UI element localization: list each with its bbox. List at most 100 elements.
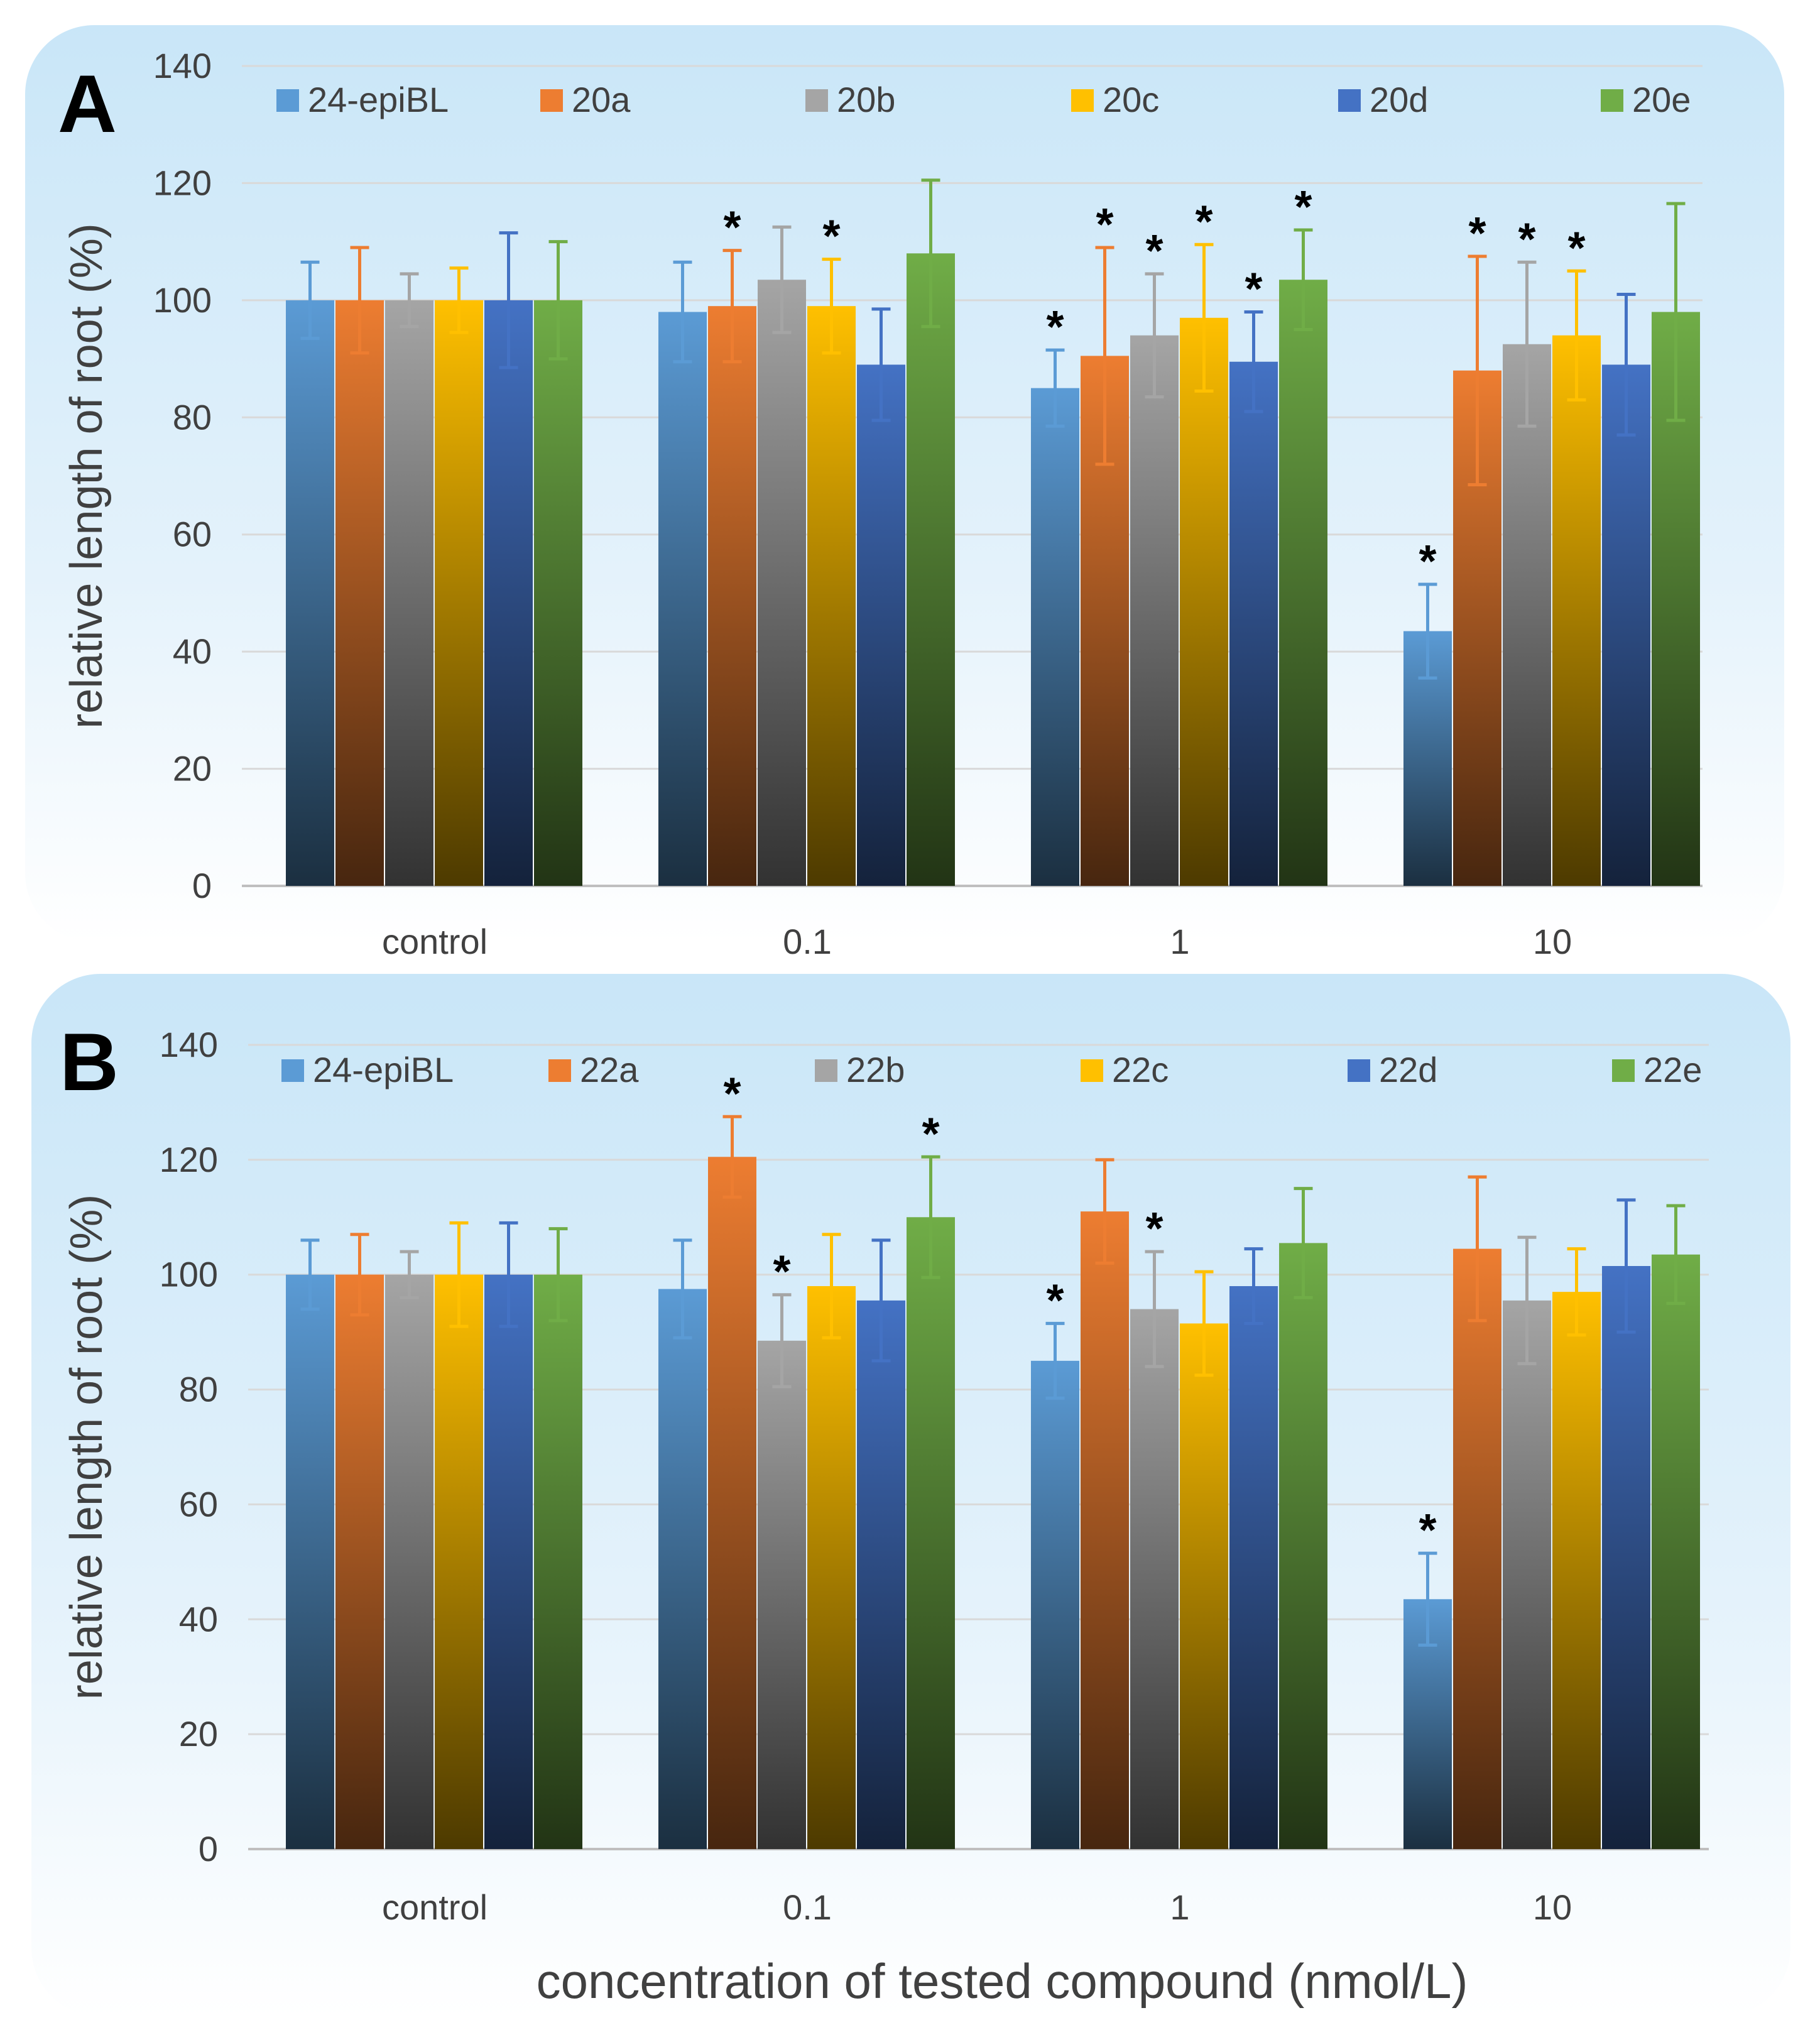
bar <box>1180 317 1228 887</box>
legend-label: 24-epiBL <box>308 80 449 119</box>
bar <box>335 1274 384 1849</box>
significance-marker: * <box>1245 265 1262 315</box>
significance-marker: * <box>1518 214 1535 265</box>
y-axis-title: relative length of root (%) <box>62 223 112 728</box>
y-tick-label: 120 <box>153 163 212 202</box>
bar <box>286 1274 334 1849</box>
bar <box>807 1286 856 1849</box>
bar <box>1279 1243 1327 1849</box>
bar <box>658 1289 707 1849</box>
y-tick-label: 20 <box>173 749 212 789</box>
significance-marker: * <box>723 203 741 253</box>
bar <box>1081 1211 1129 1849</box>
y-tick-label: 100 <box>160 1255 218 1294</box>
legend-label: 20e <box>1632 80 1691 119</box>
legend-swatch <box>1348 1059 1370 1082</box>
bar <box>708 1157 756 1849</box>
y-tick-label: 80 <box>179 1370 218 1409</box>
legend-label: 22a <box>580 1050 639 1089</box>
significance-marker: * <box>1419 1505 1436 1556</box>
legend-swatch <box>540 89 563 112</box>
chart-panel-a: 0 20 40 60 80 100 120 140 relative length of roo… <box>58 46 1703 961</box>
y-tick-label: 40 <box>179 1599 218 1639</box>
significance-marker: * <box>1046 302 1064 352</box>
significance-marker: * <box>773 1247 790 1297</box>
significance-marker: * <box>1567 223 1585 273</box>
bar <box>534 300 582 886</box>
bar <box>435 1274 483 1849</box>
bar <box>1130 1309 1179 1849</box>
y-tick-label: 0 <box>199 1829 218 1869</box>
bar <box>857 364 905 886</box>
y-tick-label: 120 <box>160 1140 218 1179</box>
bar <box>907 253 955 886</box>
bar <box>1453 1248 1501 1849</box>
x-tick-label: 0.1 <box>783 1887 832 1927</box>
bar <box>1652 1254 1700 1849</box>
bar <box>286 300 334 886</box>
legend-label: 22b <box>846 1050 905 1089</box>
bar <box>1552 1292 1601 1849</box>
legend-swatch <box>1612 1059 1635 1082</box>
bar <box>1602 1266 1650 1849</box>
x-tick-label: 0.1 <box>783 922 832 961</box>
legend-label: 20d <box>1370 80 1428 119</box>
bar <box>1503 344 1551 886</box>
bar <box>758 1340 806 1849</box>
significance-marker: * <box>922 1109 939 1159</box>
legend-swatch <box>1081 1059 1103 1082</box>
significance-marker: * <box>822 212 840 262</box>
bar <box>1180 1323 1228 1849</box>
significance-marker: * <box>1096 200 1113 250</box>
bar <box>1279 280 1327 886</box>
legend-swatch <box>1071 89 1094 112</box>
x-tick-label: control <box>382 922 488 961</box>
bar <box>534 1274 582 1849</box>
x-tick-label: 10 <box>1533 922 1572 961</box>
y-tick-label: 140 <box>153 46 212 85</box>
legend-label: 20c <box>1103 80 1159 119</box>
legend-label: 20a <box>572 80 631 119</box>
bar <box>335 300 384 886</box>
bar <box>1031 1360 1079 1849</box>
legend-label: 22c <box>1112 1050 1169 1089</box>
legend-swatch <box>1601 89 1623 112</box>
bar <box>385 1274 433 1849</box>
panel-letter: B <box>60 1016 119 1108</box>
significance-marker: * <box>1046 1275 1064 1326</box>
legend-swatch <box>815 1059 837 1082</box>
y-tick-label: 60 <box>173 515 212 554</box>
y-tick-label: 60 <box>179 1484 218 1524</box>
bar <box>1130 335 1179 886</box>
significance-marker: * <box>723 1069 741 1119</box>
bar <box>484 300 533 886</box>
significance-marker: * <box>1468 209 1486 259</box>
legend-swatch <box>805 89 828 112</box>
legend-swatch <box>548 1059 571 1082</box>
significance-marker: * <box>1294 182 1312 232</box>
significance-marker: * <box>1145 226 1163 276</box>
bar <box>758 280 806 886</box>
x-tick-label: 10 <box>1533 1887 1572 1927</box>
significance-marker: * <box>1419 537 1436 587</box>
bar <box>435 300 483 886</box>
x-tick-label: 1 <box>1170 1887 1189 1927</box>
bar <box>807 306 856 886</box>
bar <box>1031 388 1079 886</box>
y-tick-label: 20 <box>179 1714 218 1754</box>
legend-swatch <box>281 1059 304 1082</box>
bar <box>1552 335 1601 886</box>
x-tick-label: control <box>382 1887 488 1927</box>
legend-swatch <box>276 89 299 112</box>
y-tick-label: 0 <box>192 866 212 905</box>
y-tick-label: 140 <box>160 1025 218 1064</box>
legend-label: 22e <box>1643 1050 1702 1089</box>
bar <box>1503 1300 1551 1849</box>
bar <box>1602 364 1650 886</box>
legend-swatch <box>1338 89 1361 112</box>
y-tick-label: 80 <box>173 397 212 437</box>
bar <box>708 306 756 886</box>
bar <box>1229 361 1278 886</box>
bar <box>658 312 707 886</box>
